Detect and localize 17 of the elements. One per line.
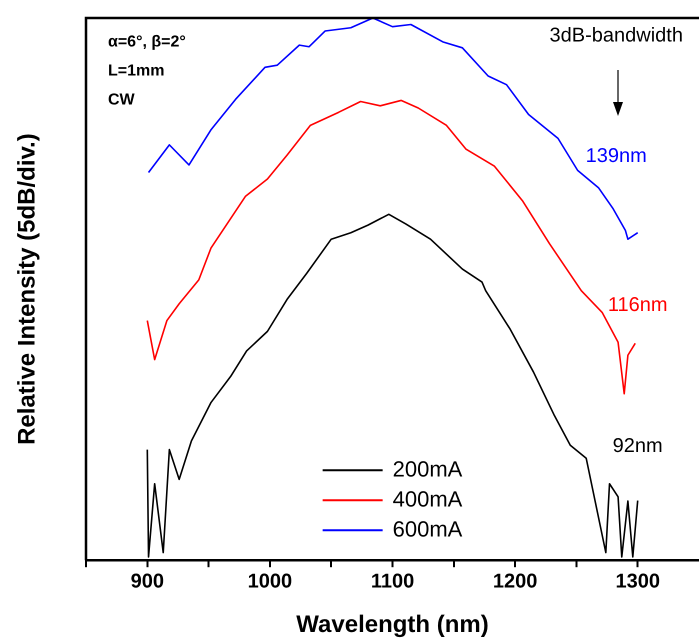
x-tick-label: 1300 <box>615 570 660 593</box>
x-tick-label: 1200 <box>492 570 538 593</box>
annotation: 3dB-bandwidth <box>550 24 683 47</box>
legend-label: 400mA <box>392 486 463 512</box>
x-tick-label: 900 <box>130 570 164 593</box>
annotation: 116nm <box>608 294 668 316</box>
legend-label: 600mA <box>392 516 463 542</box>
x-tick-label: 1100 <box>370 570 414 593</box>
x-tick-label: 1000 <box>248 570 292 593</box>
annotation: CW <box>108 91 136 108</box>
annotation: α=6°, β=2° <box>108 33 186 50</box>
annotation: 139nm <box>586 144 647 167</box>
y-axis-title: Relative Intensity (5dB/div.) <box>14 133 41 445</box>
annotation: L=1mm <box>108 62 164 80</box>
annotation: 92nm <box>612 434 663 457</box>
x-axis-title: Wavelength (nm) <box>296 611 489 638</box>
legend-label: 200mA <box>392 456 463 482</box>
